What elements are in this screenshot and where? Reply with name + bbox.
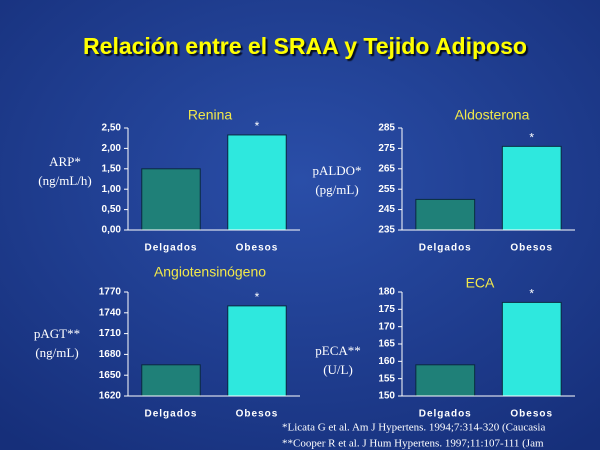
bar	[141, 168, 201, 231]
y-axis-label: (ng/mL)	[35, 345, 78, 360]
y-tick-label: 1710	[99, 328, 122, 339]
y-axis-label: pECA**	[315, 343, 361, 358]
x-tick-label: Obesos	[510, 243, 553, 254]
y-tick-label: 1650	[99, 370, 122, 381]
chart-title: Renina	[188, 107, 233, 123]
y-axis-label: (U/L)	[323, 362, 353, 377]
y-axis-label: pALDO*	[312, 163, 361, 178]
y-tick-label: 235	[378, 225, 395, 236]
y-tick-label: 170	[378, 321, 395, 332]
footnote: **Cooper R et al. J Hum Hypertens. 1997;…	[282, 438, 544, 450]
y-tick-label: 265	[378, 163, 395, 174]
y-tick-label: 1620	[99, 391, 122, 402]
y-tick-label: 245	[378, 204, 395, 215]
y-tick-label: 180	[378, 287, 395, 298]
chart-title: Aldosterona	[455, 107, 530, 123]
footnote: *Licata G et al. Am J Hypertens. 1994;7:…	[282, 422, 545, 434]
y-tick-label: 2,00	[102, 143, 122, 154]
y-tick-label: 165	[378, 339, 395, 350]
bar	[501, 145, 562, 231]
y-tick-label: 255	[378, 184, 395, 195]
annotation: *	[255, 119, 260, 133]
y-tick-label: 175	[378, 304, 395, 315]
y-tick-label: 155	[378, 373, 395, 384]
bar	[227, 305, 287, 397]
bar	[415, 198, 476, 231]
chart-title: ECA	[466, 275, 495, 291]
y-tick-label: 2,50	[102, 123, 122, 134]
y-tick-label: 285	[378, 123, 395, 134]
y-tick-label: 1740	[99, 307, 122, 318]
y-tick-label: 1680	[99, 349, 122, 360]
y-axis-label: pAGT**	[34, 326, 80, 341]
y-tick-label: 150	[378, 391, 395, 402]
bar	[501, 301, 562, 397]
x-tick-label: Delgados	[419, 243, 472, 254]
x-tick-label: Delgados	[144, 409, 197, 420]
x-tick-label: Obesos	[510, 409, 553, 420]
y-tick-label: 160	[378, 356, 395, 367]
annotation: *	[255, 290, 260, 304]
bar	[141, 364, 201, 397]
y-axis-label: (ng/mL/h)	[38, 173, 91, 188]
y-tick-label: 275	[378, 143, 395, 154]
bar	[227, 134, 287, 231]
bar	[415, 364, 476, 397]
x-tick-label: Delgados	[419, 409, 472, 420]
slide-title: Relación entre el SRAA y Tejido Adiposo	[83, 33, 527, 59]
y-tick-label: 0,50	[102, 204, 122, 215]
y-axis-label: (pg/mL)	[315, 182, 358, 197]
x-tick-label: Obesos	[236, 243, 279, 254]
annotation: *	[529, 287, 534, 301]
y-axis-label: ARP*	[49, 154, 81, 169]
x-tick-label: Obesos	[236, 409, 279, 420]
y-tick-label: 1,00	[102, 184, 122, 195]
y-tick-label: 1770	[99, 287, 122, 298]
chart-title: Angiotensinógeno	[154, 264, 266, 280]
y-tick-label: 1,50	[102, 163, 122, 174]
annotation: *	[529, 131, 534, 145]
y-tick-label: 0,00	[102, 225, 122, 236]
x-tick-label: Delgados	[144, 243, 197, 254]
